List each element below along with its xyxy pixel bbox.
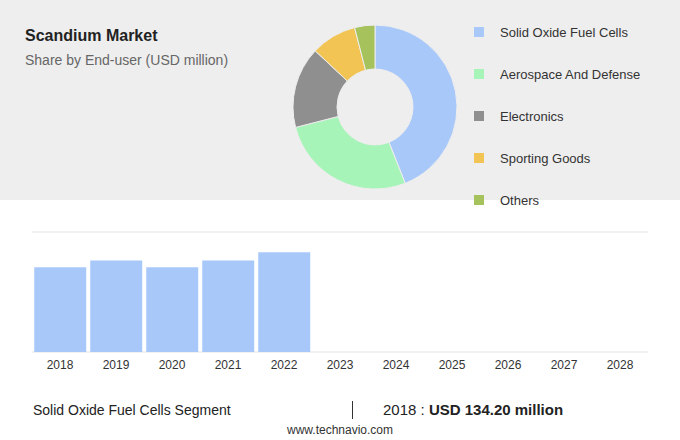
html-text:2018 : USD 134.20 million: 2018 : USD 134.20 million: [383, 401, 564, 418]
svg-text:2023: 2023: [327, 358, 354, 372]
html-text:Aerospace And Defense: Aerospace And Defense: [500, 66, 641, 82]
html-text:Electronics: Electronics: [500, 108, 564, 124]
svg-text:2018: 2018: [47, 358, 74, 372]
svg-text:2021: 2021: [215, 358, 242, 372]
svg-text:2028: 2028: [607, 358, 634, 372]
svg-text:2025: 2025: [439, 358, 466, 372]
svg-text:2026: 2026: [495, 358, 522, 372]
html-text:www.technavio.com: www.technavio.com: [287, 423, 393, 437]
html-text:Sporting Goods: Sporting Goods: [500, 150, 591, 166]
html-text:Solid Oxide Fuel Cells Segment: Solid Oxide Fuel Cells Segment: [33, 402, 231, 418]
html-text:Scandium Market: Scandium Market: [25, 27, 158, 44]
svg-text:2027: 2027: [551, 358, 578, 372]
svg-text:2019: 2019: [103, 358, 130, 372]
html-text:Others: Others: [500, 192, 539, 208]
svg-text:2020: 2020: [159, 358, 186, 372]
html-text:Share by End-user (USD million: Share by End-user (USD million): [25, 52, 229, 68]
svg-text:2022: 2022: [271, 358, 298, 372]
svg-text:2024: 2024: [383, 358, 410, 372]
html-text:Solid Oxide Fuel Cells: Solid Oxide Fuel Cells: [500, 24, 628, 40]
